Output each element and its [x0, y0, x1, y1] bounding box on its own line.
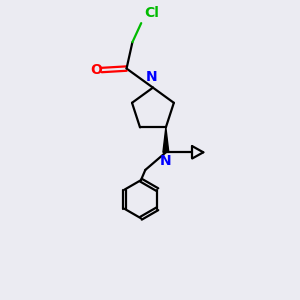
Text: N: N [146, 70, 157, 84]
Text: O: O [90, 63, 102, 77]
Text: Cl: Cl [144, 6, 159, 20]
Text: N: N [160, 154, 171, 168]
Polygon shape [163, 128, 169, 152]
